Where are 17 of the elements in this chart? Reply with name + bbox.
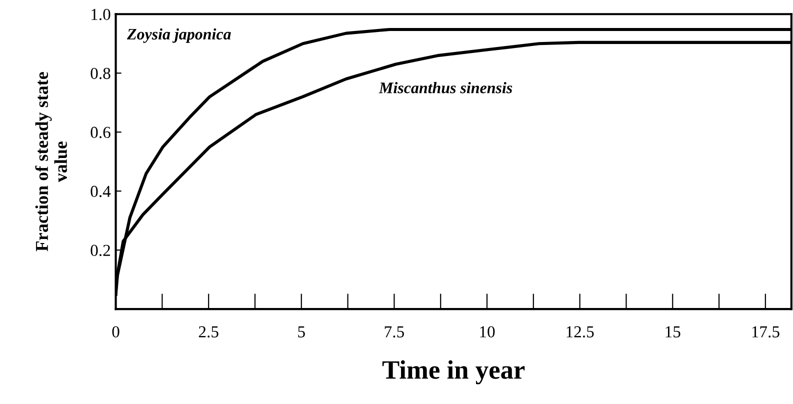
x-tick-label: 15 [666, 326, 680, 338]
x-tick-label: 7.5 [384, 326, 404, 338]
y-tick-label: 0.6 [90, 126, 110, 138]
y-axis-title: Fraction of steady state value [35, 72, 68, 252]
x-tick-label: 5 [298, 326, 305, 338]
text: Zoysia japonica [126, 28, 231, 43]
y-tick-label: 0.4 [90, 186, 111, 198]
y-tick-label: 0.8 [90, 68, 110, 80]
y-tick-label: 0.2 [90, 244, 110, 256]
y-tick-label: 1.0 [92, 8, 110, 20]
x-tick-label: 10 [480, 326, 495, 338]
x-tick-label: 12.5 [566, 326, 594, 338]
series-label: Miscanthus sinensis [378, 82, 512, 94]
x-tick-label: 17.5 [752, 326, 780, 338]
x-tick-label: 2.5 [198, 326, 218, 338]
x-axis-title: Time in year [382, 360, 525, 384]
x-tick-label: 0 [112, 326, 120, 338]
